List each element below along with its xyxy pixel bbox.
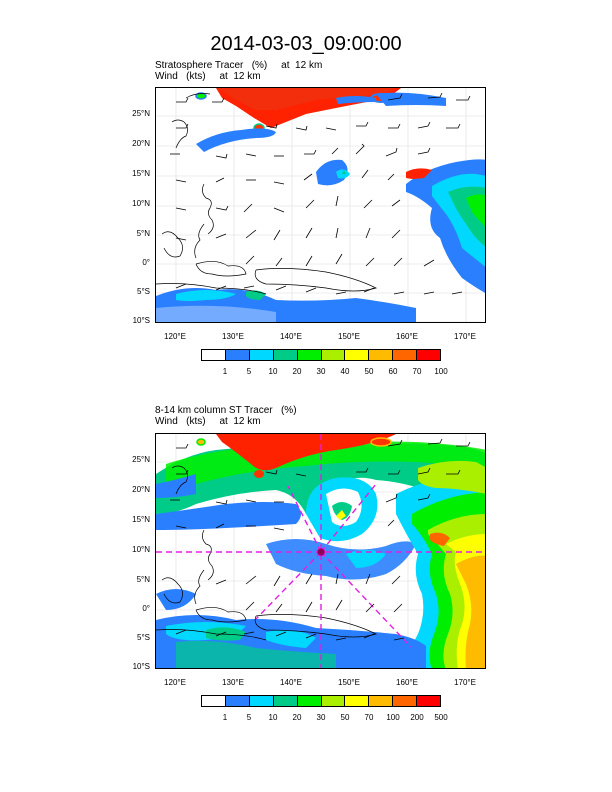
colorbar-swatch [225,696,250,706]
panel2-lon-label: 120°E [164,678,186,687]
colorbar-swatch [345,350,370,360]
panel2-map-svg [156,434,485,668]
colorbar-swatch [273,350,298,360]
panel2-map [155,433,486,669]
panel1-colorbar-label: 100 [434,367,448,376]
panel2-colorbar-label: 20 [292,713,302,722]
panel2-lon-label: 140°E [280,678,302,687]
panel2-lat-label: 20°N [132,485,150,494]
panel2-colorbar-label: 10 [268,713,278,722]
panel1-lat-label: 20°N [132,139,150,148]
colorbar-swatch [369,696,394,706]
panel2-lat-label: 5°N [136,575,150,584]
colorbar-swatch [273,696,298,706]
panel2-lat-label: 15°N [132,515,150,524]
panel2-lat-label: 10°N [132,545,150,554]
colorbar-swatch [369,350,394,360]
panel2-colorbar-label: 1 [222,713,228,722]
panel2-colorbar-label: 100 [386,713,400,722]
panel1-colorbar-label: 10 [268,367,278,376]
panel1-map-svg [156,88,485,322]
colorbar-swatch [202,696,226,706]
panel1-map [155,87,486,323]
panel2-colorbar-label: 500 [434,713,448,722]
panel2-lat-label: 10°S [132,662,150,671]
colorbar-swatch [225,350,250,360]
colorbar-swatch [321,696,346,706]
panel1-lat-label: 5°S [137,287,150,296]
panel2-lon-label: 130°E [222,678,244,687]
colorbar-swatch [417,350,441,360]
panel1-lon-label: 150°E [338,332,360,341]
panel2-colorbar-label: 70 [364,713,374,722]
panel2-colorbar-label: 200 [410,713,424,722]
map-title: 2014-03-03_09:00:00 [210,33,402,55]
colorbar-swatch [297,696,322,706]
panel2-lat-label: 25°N [132,455,150,464]
panel1-lat-label: 10°S [132,316,150,325]
panel2-subtitle-tracer: 8-14 km column ST Tracer (%) [155,405,297,416]
panel2-lon-label: 170°E [454,678,476,687]
colorbar-swatch [345,696,370,706]
panel1-colorbar [201,349,441,361]
panel1-colorbar-label: 1 [222,367,228,376]
panel2-colorbar-label: 5 [246,713,252,722]
panel1-lon-label: 170°E [454,332,476,341]
panel1-colorbar-label: 70 [412,367,422,376]
panel1-lat-label: 25°N [132,109,150,118]
panel1-lat-label: 0° [142,258,150,267]
panel1-colorbar-label: 50 [364,367,374,376]
colorbar-swatch [393,350,418,360]
panel1-colorbar-label: 30 [316,367,326,376]
panel1-lon-label: 130°E [222,332,244,341]
panel1-lon-label: 140°E [280,332,302,341]
panel2-lat-label: 5°S [137,633,150,642]
colorbar-swatch [249,696,274,706]
panel2-colorbar [201,695,441,707]
panel1-lon-label: 160°E [396,332,418,341]
colorbar-swatch [249,350,274,360]
panel1-lat-label: 15°N [132,169,150,178]
panel1-lon-label: 120°E [164,332,186,341]
panel1-lat-label: 10°N [132,199,150,208]
panel2-lon-label: 160°E [396,678,418,687]
colorbar-swatch [321,350,346,360]
colorbar-swatch [417,696,441,706]
panel1-colorbar-label: 40 [340,367,350,376]
panel1-lat-label: 5°N [136,229,150,238]
panel1-colorbar-label: 20 [292,367,302,376]
panel2-subtitle-wind: Wind (kts) at 12 km [155,416,261,427]
panel2-lat-label: 0° [142,604,150,613]
panel1-subtitle-tracer: Stratosphere Tracer (%) at 12 km [155,60,323,71]
colorbar-swatch [297,350,322,360]
colorbar-swatch [202,350,226,360]
colorbar-swatch [393,696,418,706]
panel2-colorbar-label: 30 [316,713,326,722]
panel1-subtitle-wind: Wind (kts) at 12 km [155,71,261,82]
panel1-colorbar-label: 5 [246,367,252,376]
panel2-colorbar-label: 50 [340,713,350,722]
panel1-colorbar-label: 60 [388,367,398,376]
panel2-lon-label: 150°E [338,678,360,687]
